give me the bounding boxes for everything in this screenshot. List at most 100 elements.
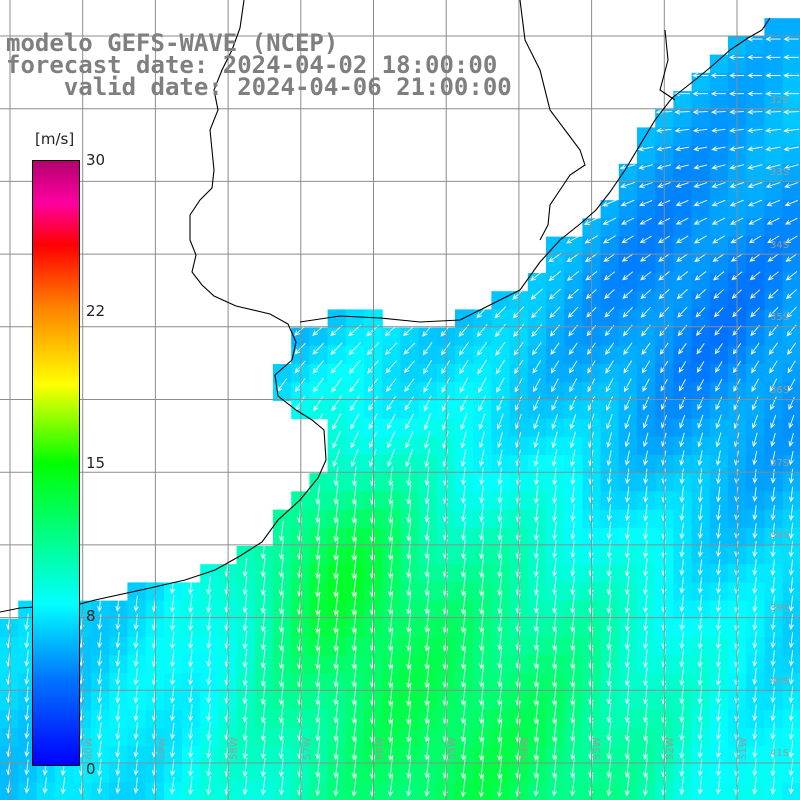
wind-arrow (679, 450, 685, 466)
wind-arrow (606, 739, 612, 760)
wind-speed-cell (709, 473, 729, 492)
wind-speed-cell (400, 691, 420, 711)
wind-arrow (97, 704, 103, 722)
wind-arrow (242, 685, 248, 705)
wind-arrow (624, 594, 630, 614)
wind-arrow (460, 701, 466, 725)
wind-speed-cell (382, 509, 401, 529)
wind-arrow (533, 485, 539, 504)
wind-speed-cell (691, 546, 711, 565)
wind-arrow (424, 646, 430, 670)
wind-arrow (333, 756, 339, 779)
wind-speed-cell (709, 54, 729, 74)
wind-arrow (606, 468, 612, 485)
wind-arrow (624, 612, 630, 632)
wind-arrow (693, 235, 707, 244)
wind-arrow (351, 555, 357, 580)
wind-speed-cell (345, 637, 365, 656)
wind-arrow (133, 631, 139, 649)
wind-arrow (675, 235, 689, 244)
wind-speed-cell (527, 728, 547, 747)
wind-arrow (424, 557, 430, 578)
wind-speed-cell (273, 673, 292, 693)
wind-speed-cell (491, 600, 511, 620)
wind-arrow (770, 486, 776, 503)
wind-arrow (676, 288, 688, 300)
lat-label: 34S (770, 240, 790, 251)
wind-speed-cell (564, 655, 583, 674)
wind-arrow (697, 740, 703, 759)
wind-arrow (675, 199, 689, 207)
wind-speed-cell (782, 382, 800, 401)
wind-arrow (620, 181, 635, 189)
wind-arrow (679, 414, 686, 429)
wind-arrow (624, 432, 631, 448)
wind-speed-cell (418, 728, 438, 747)
wind-arrow (387, 431, 396, 449)
wind-speed-cell (527, 691, 547, 711)
wind-arrow (206, 685, 212, 704)
wind-speed-cell (564, 746, 583, 765)
wind-speed-cell (491, 364, 511, 383)
wind-speed-cell (400, 582, 420, 602)
wind-arrow (242, 703, 248, 723)
wind-speed-cell (691, 400, 711, 420)
wind-arrow (551, 431, 558, 449)
wind-speed-cell (473, 782, 492, 800)
wind-arrow (97, 686, 103, 704)
wind-arrow (642, 685, 649, 705)
wind-arrow (479, 467, 485, 486)
wind-speed-cell (546, 637, 565, 656)
wind-speed-cell (546, 400, 565, 420)
wind-arrow (551, 629, 557, 651)
wind-arrow (751, 378, 759, 393)
wind-arrow (24, 613, 30, 631)
wind-arrow (606, 630, 612, 651)
wind-arrow (497, 719, 503, 743)
wind-speed-cell (709, 327, 729, 347)
wind-arrow (133, 704, 139, 722)
wind-arrow (697, 776, 703, 795)
wind-arrow (770, 758, 776, 777)
wind-speed-cell (709, 382, 729, 401)
wind-arrow (606, 486, 612, 503)
wind-speed-cell (473, 673, 492, 693)
wind-speed-cell (327, 509, 347, 529)
wind-speed-cell (637, 418, 656, 438)
wind-arrow (206, 667, 212, 686)
wind-arrow (497, 611, 503, 633)
wind-speed-cell (473, 436, 492, 456)
wind-arrow (679, 595, 685, 613)
wind-speed-cell (746, 436, 765, 456)
wind-arrow (406, 756, 412, 779)
wind-speed-cell (673, 436, 693, 456)
wind-speed-cell (546, 728, 565, 747)
wind-arrow (697, 577, 703, 594)
wind-speed-cell (455, 746, 474, 765)
wind-arrow (424, 520, 430, 542)
wind-speed-cell (527, 709, 547, 729)
wind-arrow (478, 647, 485, 670)
wind-arrow (351, 774, 357, 797)
wind-speed-cell (691, 491, 711, 511)
wind-arrow (133, 595, 139, 612)
wind-arrow (497, 701, 503, 725)
wind-speed-cell (273, 546, 292, 565)
wind-speed-cell (709, 345, 729, 365)
wind-arrow (242, 739, 248, 760)
wind-arrow (497, 521, 503, 541)
wind-arrow (770, 668, 776, 685)
wind-speed-cell (564, 436, 583, 456)
wind-speed-cell (345, 746, 365, 765)
wind-arrow (477, 359, 487, 375)
wind-arrow (169, 631, 175, 650)
wind-speed-cell (309, 655, 329, 674)
wind-speed-cell (309, 582, 329, 602)
wind-arrow (206, 776, 212, 796)
wind-arrow (786, 306, 797, 318)
wind-arrow (567, 288, 579, 300)
wind-arrow (569, 449, 576, 467)
wind-arrow (788, 414, 795, 429)
wind-speed-cell (455, 655, 474, 674)
wind-speed-cell (400, 509, 420, 529)
